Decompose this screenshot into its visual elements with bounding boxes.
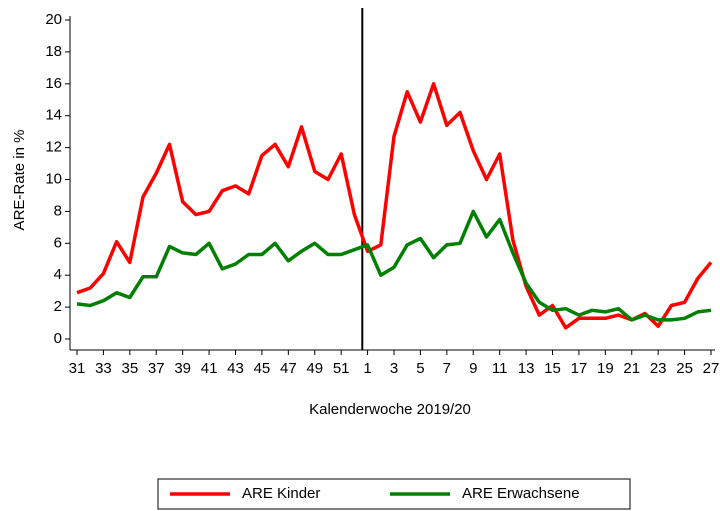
x-tick-label: 21 [623, 360, 640, 377]
x-tick-label: 9 [469, 360, 477, 377]
x-tick-label: 43 [227, 360, 244, 377]
x-tick-label: 45 [254, 360, 271, 377]
x-tick-label: 27 [703, 360, 720, 377]
y-tick-label: 18 [45, 43, 62, 60]
x-tick-label: 47 [280, 360, 297, 377]
x-tick-label: 39 [174, 360, 191, 377]
y-tick-label: 20 [45, 11, 62, 28]
x-tick-label: 11 [492, 360, 508, 377]
y-tick-label: 16 [45, 75, 62, 92]
x-tick-label: 19 [597, 360, 614, 377]
y-tick-label: 6 [54, 234, 62, 251]
y-tick-label: 0 [54, 330, 62, 347]
y-tick-label: 10 [45, 170, 62, 187]
x-tick-label: 31 [69, 360, 86, 377]
x-tick-label: 3 [390, 360, 398, 377]
x-tick-label: 35 [121, 360, 138, 377]
y-axis-title: ARE-Rate in % [11, 130, 28, 231]
x-tick-label: 5 [416, 360, 424, 377]
legend-label: ARE Erwachsene [462, 485, 580, 502]
legend-label: ARE Kinder [242, 485, 320, 502]
series-line [76, 209, 712, 322]
y-tick-label: 8 [54, 202, 62, 219]
series-line [76, 82, 713, 330]
x-tick-label: 7 [443, 360, 451, 377]
x-axis-title: Kalenderwoche 2019/20 [309, 401, 471, 418]
legend-box [157, 478, 631, 510]
y-tick-label: 14 [45, 107, 62, 124]
x-tick-label: 15 [544, 360, 561, 377]
y-tick-label: 4 [54, 266, 62, 283]
x-tick-label: 23 [650, 360, 667, 377]
x-tick-label: 1 [363, 360, 371, 377]
x-tick-label: 37 [148, 360, 165, 377]
x-tick-label: 41 [201, 360, 218, 377]
x-tick-label: 13 [518, 360, 535, 377]
y-tick-label: 12 [45, 139, 62, 156]
x-tick-label: 17 [571, 360, 588, 377]
x-tick-label: 33 [95, 360, 112, 377]
x-tick-label: 25 [676, 360, 693, 377]
y-tick-label: 2 [54, 298, 62, 315]
x-tick-label: 49 [306, 360, 323, 377]
x-tick-label: 51 [333, 360, 350, 377]
